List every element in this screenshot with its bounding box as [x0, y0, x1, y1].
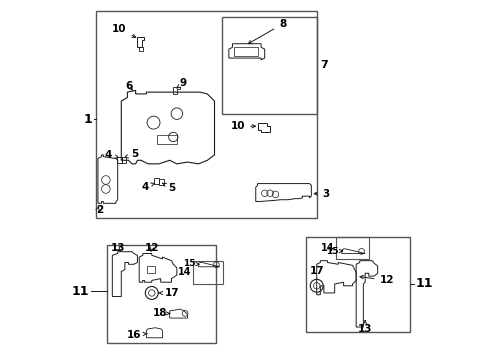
Text: 10: 10 — [112, 24, 136, 37]
Text: 15: 15 — [326, 247, 343, 256]
Text: 16: 16 — [127, 330, 147, 340]
Text: 7: 7 — [320, 60, 328, 70]
Bar — [122, 157, 126, 163]
Text: 11: 11 — [416, 278, 433, 291]
Text: 8: 8 — [248, 19, 286, 44]
Bar — [337, 237, 368, 259]
Text: 12: 12 — [360, 275, 394, 285]
Text: 2: 2 — [96, 206, 103, 216]
Bar — [96, 12, 317, 218]
Text: 15: 15 — [183, 259, 199, 268]
Text: 4: 4 — [105, 150, 119, 160]
Text: 17: 17 — [159, 288, 179, 298]
Text: 5: 5 — [163, 183, 175, 193]
Bar — [147, 266, 155, 273]
Text: 4: 4 — [142, 182, 154, 192]
Text: 12: 12 — [145, 243, 159, 253]
Text: 1: 1 — [84, 113, 93, 126]
Bar — [154, 178, 159, 184]
Text: 14: 14 — [321, 243, 335, 253]
Text: 13: 13 — [110, 243, 125, 253]
Bar — [107, 244, 216, 343]
Bar — [157, 135, 177, 144]
Text: 5: 5 — [125, 149, 138, 159]
Bar — [234, 47, 258, 56]
Bar — [306, 237, 410, 332]
Bar — [159, 179, 164, 185]
Text: 11: 11 — [72, 285, 89, 298]
Text: 3: 3 — [314, 189, 329, 199]
Text: 10: 10 — [230, 121, 255, 131]
Bar — [193, 261, 223, 284]
Text: 14: 14 — [178, 267, 191, 277]
Text: 18: 18 — [152, 309, 170, 318]
Text: 13: 13 — [358, 321, 372, 334]
Text: 6: 6 — [126, 81, 133, 91]
Bar — [221, 17, 317, 114]
Text: 17: 17 — [309, 266, 324, 276]
Bar — [117, 157, 122, 163]
Text: 9: 9 — [177, 78, 187, 88]
